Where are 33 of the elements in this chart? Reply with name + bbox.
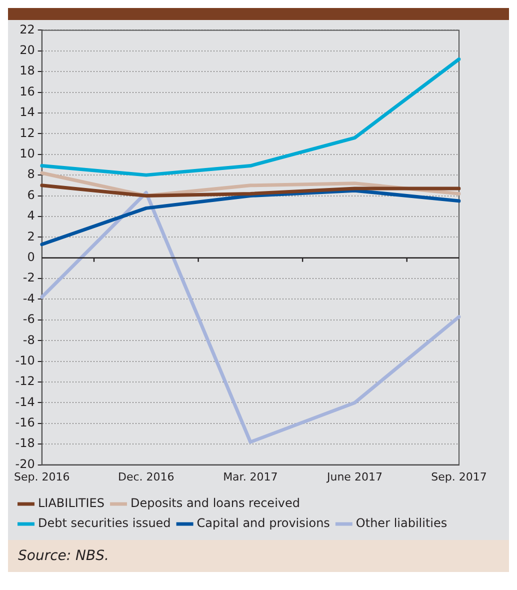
y-tick-label: -6 (22, 312, 35, 326)
y-tick-label: -12 (15, 374, 35, 388)
y-tick-label: 20 (20, 43, 35, 58)
y-tick-label: -8 (22, 332, 35, 347)
y-tick-label: -16 (15, 416, 35, 430)
y-tick-label: 16 (20, 84, 35, 98)
legend-label: Capital and provisions (196, 516, 330, 530)
y-tick-label: -18 (15, 436, 35, 450)
y-tick-label: 22 (20, 22, 35, 36)
y-tick-label: 6 (27, 188, 35, 202)
y-tick-label: -20 (15, 456, 35, 471)
y-tick-label: 4 (27, 208, 35, 223)
x-tick-label: Dec. 2016 (118, 470, 174, 484)
y-tick-label: 18 (20, 64, 35, 78)
source-note: Source: NBS. (8, 540, 509, 572)
y-tick-label: 8 (27, 167, 35, 182)
y-tick-label: 0 (27, 250, 35, 264)
y-tick-label: -10 (15, 353, 35, 368)
legend-label: LIABILITIES (38, 496, 104, 510)
x-tick-label: Mar. 2017 (223, 470, 278, 484)
y-tick-label: 2 (27, 229, 35, 244)
y-tick-label: 12 (20, 126, 35, 140)
x-tick-label: Sep. 2016 (14, 470, 70, 484)
legend-label: Deposits and loans received (130, 496, 300, 510)
x-tick-label: Sep. 2017 (431, 470, 487, 484)
y-tick-label: 14 (20, 105, 35, 120)
y-tick-label: -4 (22, 291, 35, 306)
legend-label: Debt securities issued (38, 516, 171, 530)
y-tick-label: -2 (22, 270, 35, 285)
y-tick-label: -14 (15, 394, 35, 409)
legend-label: Other liabilities (356, 516, 448, 530)
y-tick-label: 10 (20, 146, 35, 160)
x-tick-label: June 2017 (326, 470, 382, 484)
